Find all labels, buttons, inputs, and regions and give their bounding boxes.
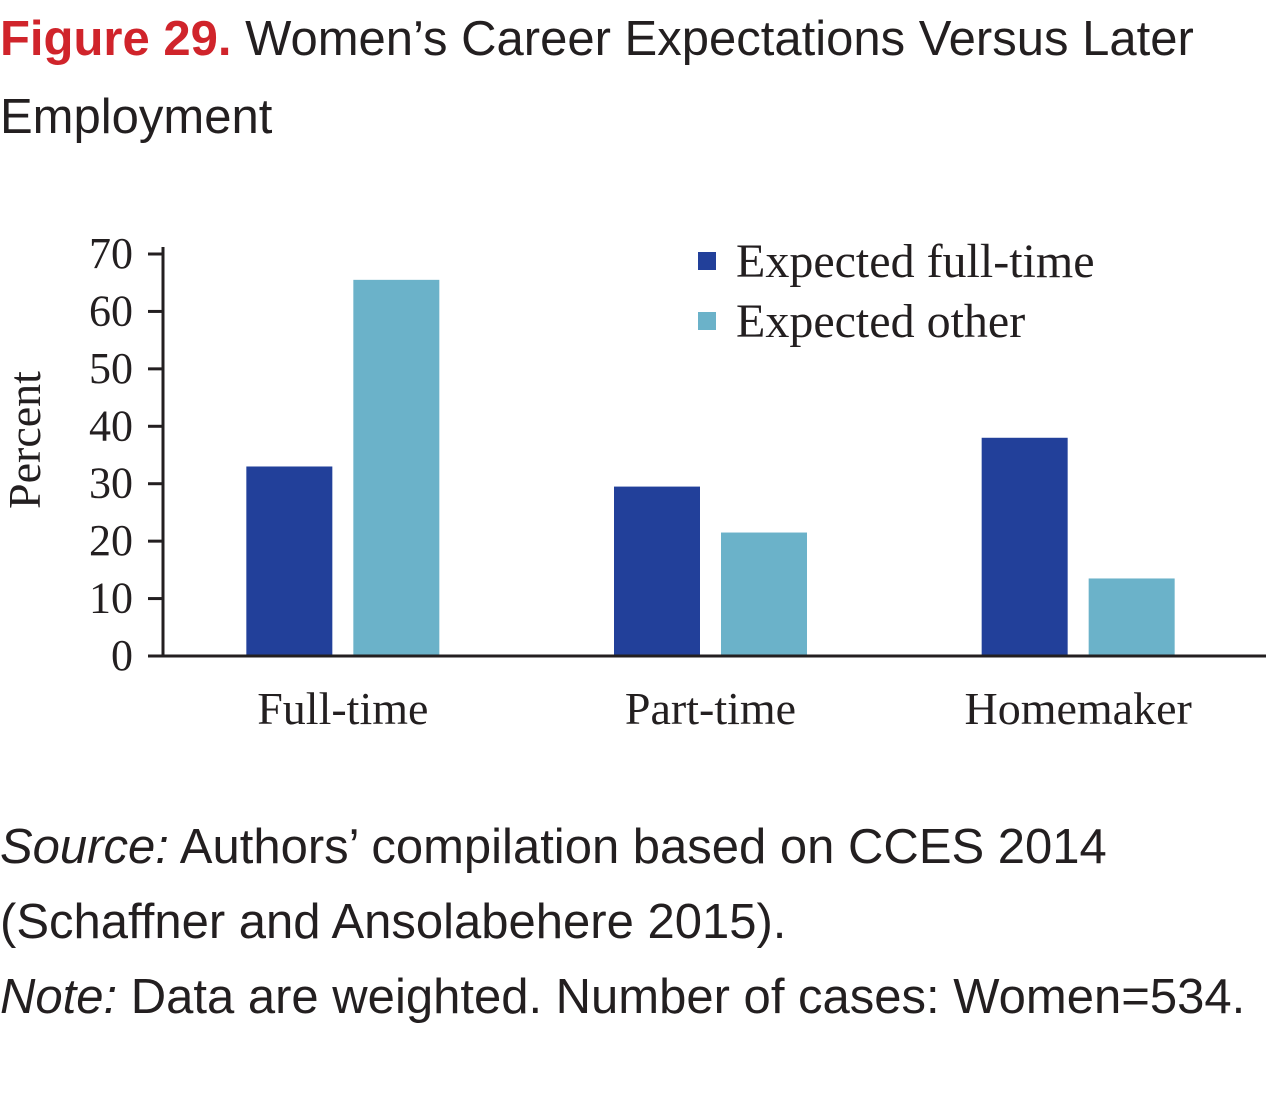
x-tick-label-full-time: Full-time	[257, 683, 428, 734]
legend-swatch-expected-other	[698, 312, 716, 330]
y-tick-label-0: 0	[111, 631, 133, 680]
note-text: Data are weighted. Number of cases: Wome…	[130, 970, 1246, 1024]
bar-homemaker-expected-full-time	[981, 437, 1068, 656]
bar-full-time-expected-full-time	[246, 466, 333, 656]
y-axis-label: Percent	[0, 371, 50, 509]
y-axis-ticks: 0 10 20 30 40 50 60 70	[89, 229, 163, 680]
source-label: Source:	[0, 820, 169, 874]
y-tick-label-10: 10	[89, 574, 133, 623]
bar-part-time-expected-full-time	[614, 486, 700, 656]
legend: Expected full-time Expected other	[698, 235, 1095, 348]
x-tick-label-homemaker: Homemaker	[964, 683, 1191, 734]
bar-full-time-expected-other	[353, 279, 440, 656]
y-tick-label-50: 50	[89, 344, 133, 393]
bars	[246, 279, 1175, 656]
figure-title: Figure 29. Women’s Career Expectations V…	[0, 0, 1270, 156]
legend-label-expected-other: Expected other	[736, 295, 1025, 348]
figure-number: Figure 29.	[0, 12, 232, 66]
note-line: Note: Data are weighted. Number of cases…	[0, 960, 1270, 1035]
y-tick-label-60: 60	[89, 286, 133, 335]
figure-notes: Source: Authors’ compilation based on CC…	[0, 810, 1270, 1035]
legend-swatch-expected-full-time	[698, 252, 716, 270]
bar-part-time-expected-other	[721, 532, 807, 656]
source-text: Authors’ compilation based on CCES 2014 …	[0, 820, 1107, 949]
source-line: Source: Authors’ compilation based on CC…	[0, 810, 1270, 960]
bar-chart: 0 10 20 30 40 50 60 70 Percent Full-time Part-ti…	[0, 229, 1266, 734]
note-label: Note:	[0, 970, 118, 1024]
bar-homemaker-expected-other	[1088, 578, 1175, 656]
y-tick-label-40: 40	[89, 401, 133, 450]
figure-title-text: Women’s Career Expectations Versus Later…	[0, 12, 1194, 144]
y-tick-label-70: 70	[89, 229, 133, 278]
legend-label-expected-full-time: Expected full-time	[736, 235, 1095, 288]
y-tick-label-30: 30	[89, 459, 133, 508]
y-tick-label-20: 20	[89, 516, 133, 565]
x-tick-label-part-time: Part-time	[625, 683, 796, 734]
x-axis-labels: Full-time Part-time Homemaker	[257, 683, 1192, 734]
